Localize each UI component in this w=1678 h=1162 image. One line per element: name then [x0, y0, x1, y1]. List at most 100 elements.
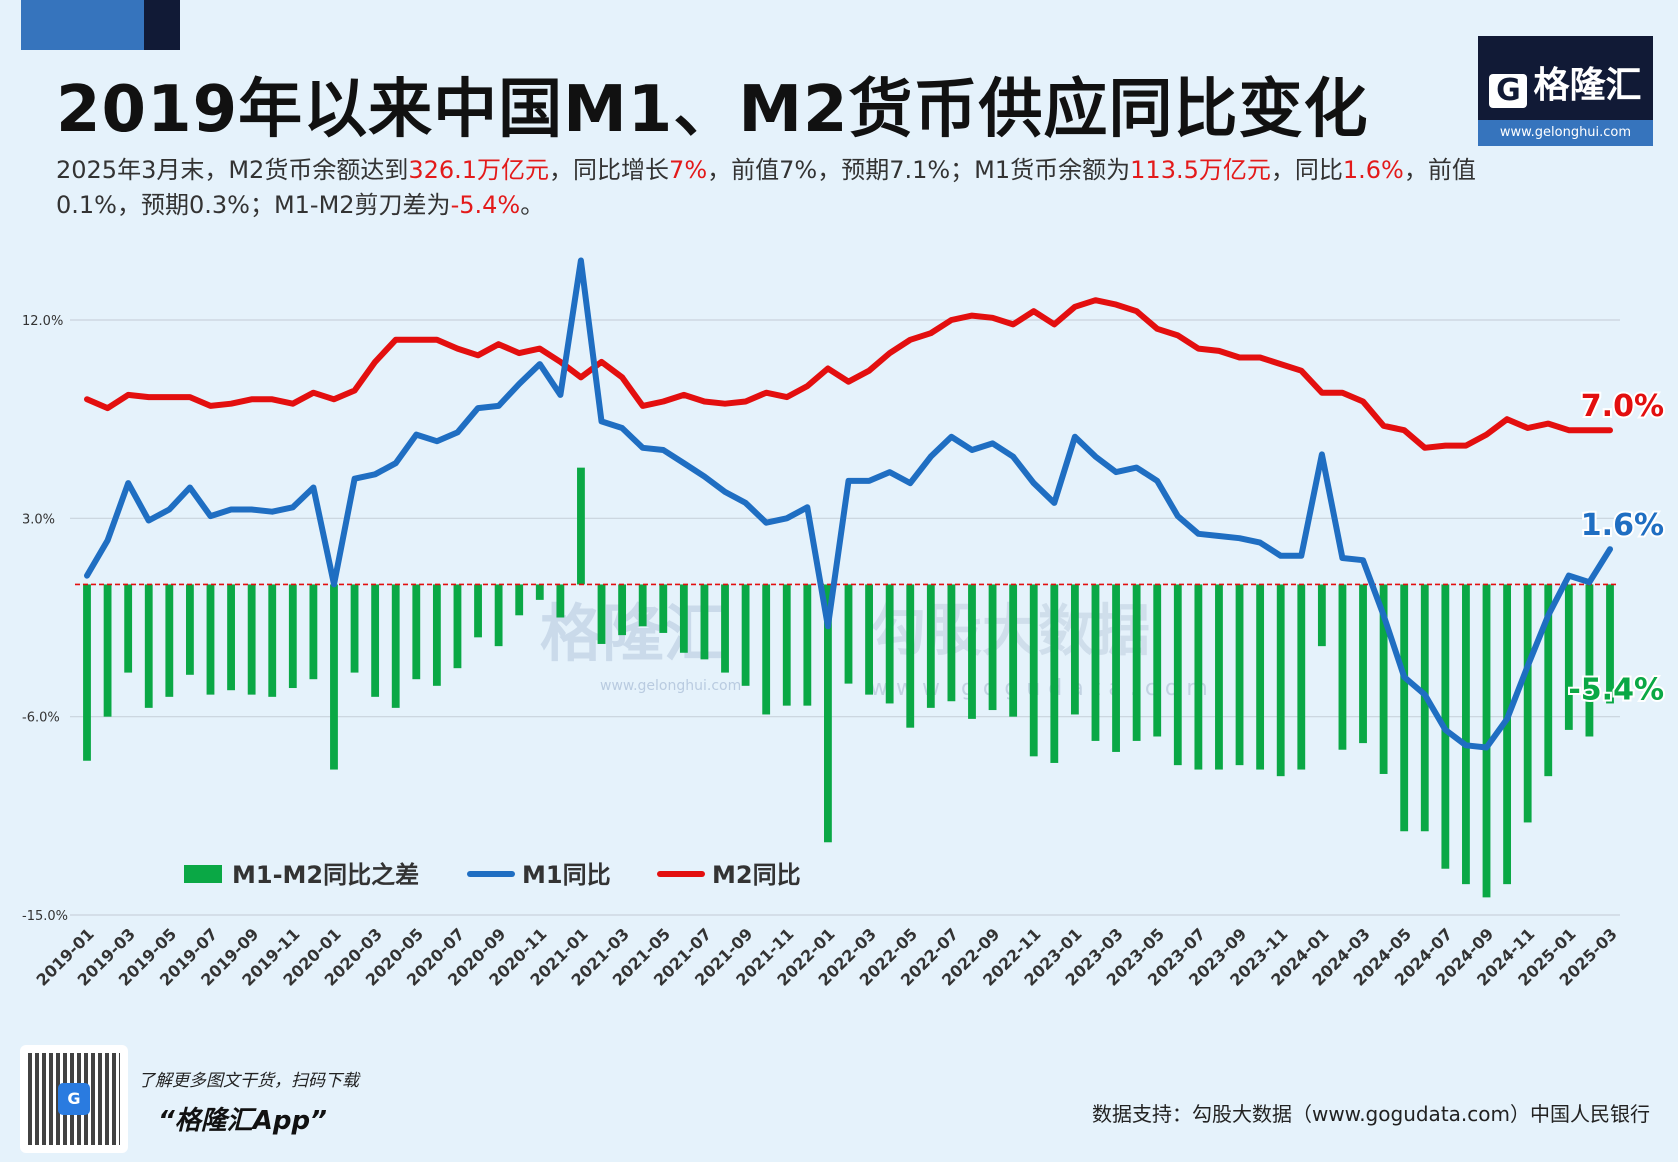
diff-bar	[885, 584, 894, 704]
diff-bar	[1317, 584, 1326, 647]
diff-bar	[391, 584, 400, 708]
diff-bar	[906, 584, 915, 728]
logo-brand: 格隆汇	[1533, 65, 1642, 106]
diff-bar	[659, 584, 668, 633]
diff-bar	[288, 584, 297, 689]
diff-bar	[103, 584, 112, 717]
diff-bar	[1215, 584, 1223, 770]
y-tick-label: 12.0%	[22, 314, 63, 329]
diff-bar	[1482, 584, 1491, 898]
diff-bar	[968, 584, 976, 719]
subtitle-highlight: -5.4%	[450, 191, 521, 219]
subtitle-text: 。	[520, 191, 545, 219]
watermark-gelonghui: 格隆汇	[540, 597, 726, 670]
subtitle-highlight: 1.6%	[1342, 156, 1404, 184]
diff-bar	[1153, 584, 1162, 737]
end-label-diff: -5.4%	[1568, 672, 1664, 707]
watermark-gogudata-url: www.gogudata.com	[870, 676, 1216, 701]
diff-bar	[1503, 584, 1512, 885]
diff-bar	[432, 584, 441, 686]
y-tick-label: -6.0%	[22, 711, 60, 726]
subtitle-highlight: 113.5万亿元	[1130, 156, 1271, 184]
subtitle-text: ，前值0.1%，预期0.3%；M1-M2剪刀差为	[56, 156, 1476, 219]
diff-bar	[1235, 584, 1244, 766]
diff-bar	[206, 584, 215, 695]
diff-bar	[700, 584, 709, 660]
legend-label-m2: M2同比	[712, 861, 801, 889]
diff-bar	[638, 584, 647, 627]
diff-bar	[803, 584, 812, 706]
logo-url: www.gelonghui.com	[1478, 120, 1653, 146]
m1-line	[84, 257, 1613, 751]
g-logo-icon: G	[1489, 74, 1528, 108]
diff-bar	[185, 584, 194, 675]
diff-bar	[577, 467, 585, 585]
diff-bar	[1544, 584, 1553, 777]
diff-bar	[371, 584, 380, 697]
diff-bar	[1256, 584, 1265, 770]
diff-bar	[618, 584, 627, 636]
diff-bar	[1379, 584, 1388, 774]
m2-line	[84, 297, 1613, 451]
diff-bar	[1091, 584, 1100, 741]
header-accent-blue	[21, 0, 144, 50]
diff-bar	[535, 584, 544, 600]
subtitle-highlight: 7%	[669, 156, 708, 184]
diff-bar	[494, 584, 503, 647]
subtitle-text: 2025年3月末，M2货币余额达到	[56, 156, 409, 184]
legend-label-m1: M1同比	[522, 861, 611, 889]
subtitle-text: ，前值7%，预期7.1%；M1货币余额为	[707, 156, 1131, 184]
diff-bar	[1420, 584, 1429, 832]
diff-bar	[1009, 584, 1018, 717]
subtitle: 2025年3月末，M2货币余额达到326.1万亿元，同比增长7%，前值7%，预期…	[56, 153, 1476, 223]
y-tick-label: -15.0%	[22, 909, 68, 924]
diff-bar	[474, 584, 482, 638]
diff-bar	[824, 584, 832, 843]
diff-bar	[947, 584, 956, 702]
diff-bar	[1050, 584, 1059, 763]
diff-bar	[679, 584, 688, 653]
diff-bar	[1523, 584, 1532, 823]
y-tick-label: 3.0%	[22, 512, 55, 527]
app-name: “格隆汇App”	[158, 1106, 327, 1136]
diff-bar	[1112, 584, 1120, 752]
legend-label-diff: M1-M2同比之差	[232, 861, 419, 889]
diff-bar	[453, 584, 462, 669]
diff-bar	[741, 584, 750, 686]
legend-swatch-diff	[184, 865, 222, 883]
diff-bar	[515, 584, 524, 616]
promo-line: 了解更多图文干货，扫码下载	[138, 1071, 359, 1091]
qr-code: G	[20, 1045, 128, 1153]
data-source: 数据支持：勾股大数据（www.gogudata.com）中国人民银行	[1091, 1102, 1650, 1126]
diff-bar	[556, 584, 565, 618]
diff-bar	[309, 584, 318, 680]
diff-bar	[1338, 584, 1347, 750]
subtitle-text: ，同比增长	[549, 156, 670, 184]
diff-bar	[1400, 584, 1409, 832]
diff-bar	[165, 584, 174, 697]
diff-bar	[1194, 584, 1203, 770]
diff-bar	[144, 584, 153, 708]
diff-bar	[1070, 584, 1079, 715]
diff-bar	[1029, 584, 1038, 757]
diff-bar	[1132, 584, 1141, 741]
diff-bar	[350, 584, 359, 673]
diff-bar	[412, 584, 421, 680]
diff-bar	[1297, 584, 1306, 770]
diff-bar	[782, 584, 791, 706]
diff-bar	[124, 584, 133, 673]
diff-bar	[1585, 584, 1594, 737]
diff-bar	[330, 584, 338, 770]
diff-bar	[865, 584, 873, 695]
diff-bar	[1564, 584, 1573, 730]
diff-bar	[1606, 584, 1614, 704]
diff-bar	[227, 584, 235, 691]
gelonghui-logo: G 格隆汇 www.gelonghui.com	[1478, 36, 1653, 146]
diff-bar	[721, 584, 729, 673]
g-logo-icon: G	[58, 1083, 90, 1115]
diff-bar	[268, 584, 277, 697]
diff-bar	[597, 584, 606, 644]
diff-bar	[844, 584, 853, 684]
header-accent-navy	[144, 0, 180, 50]
diff-bar	[247, 584, 256, 695]
